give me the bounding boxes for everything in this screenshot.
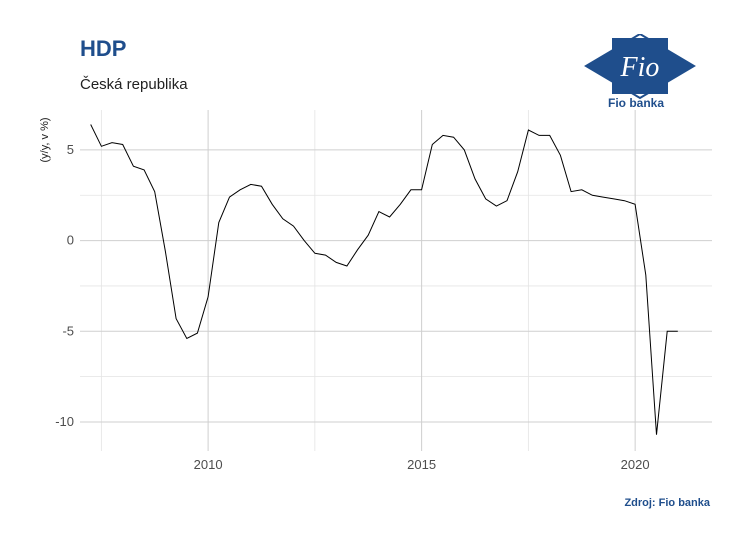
chart-subtitle: Česká republika (80, 76, 188, 93)
y-tick-label: 5 (67, 142, 74, 157)
logo-caption: Fio banka (608, 96, 665, 110)
source-note: Zdroj: Fio banka (624, 497, 710, 509)
y-axis-label: (y/y, v %) (39, 117, 51, 162)
y-tick-label: -5 (62, 323, 74, 338)
x-tick-label: 2015 (407, 457, 436, 472)
logo-text: Fio (620, 52, 660, 83)
y-tick-label: -10 (55, 414, 74, 429)
fio-banka-logo-icon: Fio (584, 34, 696, 100)
logo-box (612, 38, 668, 94)
chart-grid (80, 110, 712, 451)
chart-title: HDP (80, 36, 127, 61)
series-line (90, 124, 678, 435)
axis-ticks: -10 -5 0 5 2010 2015 2020 (55, 142, 649, 472)
x-tick-label: 2010 (194, 457, 223, 472)
x-tick-label: 2020 (621, 457, 650, 472)
y-tick-label: 0 (67, 233, 74, 248)
logo-diamond-left (586, 50, 612, 82)
logo-diamond-right (668, 50, 694, 82)
